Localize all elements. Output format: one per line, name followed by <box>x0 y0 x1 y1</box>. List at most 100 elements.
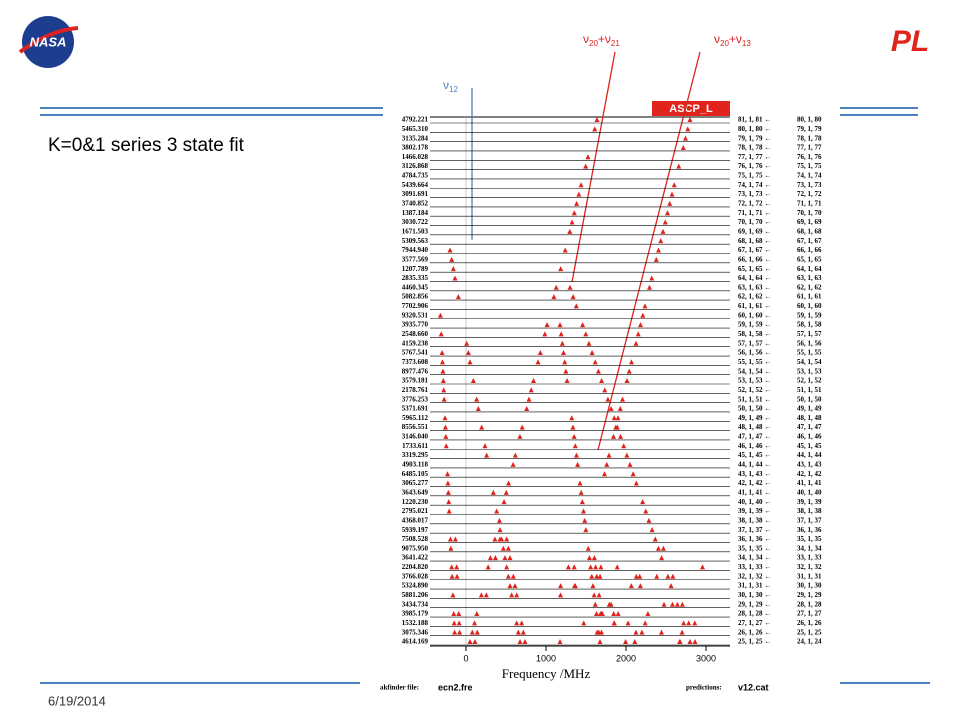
row-lower: 77, 1, 77 <box>797 144 822 152</box>
line-marker <box>445 471 450 477</box>
row-freq: 2835.335 <box>402 274 429 282</box>
line-marker <box>579 499 585 505</box>
row-upper: 33, 1, 33 ← <box>738 563 771 571</box>
row-freq: 5965.112 <box>402 414 428 422</box>
line-marker <box>591 555 597 561</box>
line-marker <box>594 629 600 635</box>
row-lower: 24, 1, 24 <box>797 638 822 646</box>
line-marker <box>647 284 652 290</box>
line-marker <box>633 629 639 635</box>
line-marker <box>524 405 530 411</box>
line-marker <box>456 611 462 617</box>
line-marker <box>586 555 592 561</box>
line-marker <box>602 387 608 393</box>
line-marker <box>669 191 675 197</box>
row-upper: 63, 1, 63 ← <box>738 283 771 291</box>
line-marker <box>450 266 456 272</box>
line-marker <box>617 405 623 411</box>
row-lower: 39, 1, 39 <box>797 498 822 506</box>
line-marker <box>646 517 652 523</box>
row-freq: 4368.017 <box>402 516 429 524</box>
row-freq: 3766.028 <box>402 572 429 580</box>
row-lower: 40, 1, 40 <box>797 488 822 496</box>
line-marker <box>492 555 498 561</box>
line-marker <box>687 117 693 122</box>
slide-title: K=0&1 series 3 state fit <box>48 135 245 156</box>
row-upper: 53, 1, 53 ← <box>738 377 771 385</box>
row-lower: 27, 1, 27 <box>797 610 822 618</box>
nasa-swoosh <box>18 26 79 54</box>
line-marker <box>611 611 617 617</box>
row-upper: 69, 1, 69 ← <box>738 227 771 235</box>
row-freq: 3985.179 <box>402 610 429 618</box>
line-marker <box>679 629 685 635</box>
row-freq: 1207.789 <box>402 265 429 273</box>
row-freq: 2795.021 <box>402 507 429 515</box>
row-upper: 44, 1, 44 ← <box>738 461 771 469</box>
row-upper: 40, 1, 40 ← <box>738 498 771 506</box>
row-freq: 3641.422 <box>402 554 429 562</box>
line-marker <box>470 378 476 383</box>
row-freq: 4784.735 <box>402 172 429 180</box>
line-marker <box>443 433 449 439</box>
line-marker <box>553 284 559 290</box>
line-marker <box>654 573 660 579</box>
row-upper: 35, 1, 35 ← <box>738 544 771 552</box>
line-marker <box>440 368 446 374</box>
annotation-text: +ν <box>598 32 611 46</box>
line-marker <box>487 555 493 561</box>
line-marker <box>507 555 513 561</box>
row-upper: 66, 1, 66 ← <box>738 255 771 263</box>
row-lower: 46, 1, 46 <box>797 433 822 441</box>
row-lower: 32, 1, 32 <box>797 563 822 571</box>
line-marker <box>569 415 575 421</box>
line-marker <box>676 163 682 169</box>
line-marker <box>598 564 604 570</box>
line-marker <box>557 592 563 598</box>
line-marker <box>442 424 448 430</box>
line-marker <box>575 461 581 467</box>
row-freq: 5465.310 <box>402 125 429 133</box>
line-marker <box>598 629 604 635</box>
line-marker <box>649 275 655 281</box>
row-upper: 55, 1, 55 ← <box>738 358 771 366</box>
line-marker <box>454 573 460 579</box>
line-marker <box>526 396 532 402</box>
row-lower: 67, 1, 67 <box>797 237 822 245</box>
line-marker <box>611 620 617 626</box>
row-upper: 54, 1, 54 ← <box>738 367 771 375</box>
nasa-text: NASA <box>30 34 67 49</box>
line-marker <box>567 228 573 234</box>
row-lower: 76, 1, 76 <box>797 153 822 161</box>
row-lower: 62, 1, 62 <box>797 283 822 291</box>
line-marker <box>451 611 457 617</box>
line-marker <box>467 639 473 644</box>
line-marker <box>522 639 528 644</box>
line-marker <box>614 564 620 570</box>
annotation: ν12 <box>443 78 458 94</box>
line-marker <box>517 433 523 439</box>
row-lower: 65, 1, 65 <box>797 255 822 263</box>
line-marker <box>542 331 548 337</box>
line-marker <box>642 620 648 626</box>
line-marker <box>537 350 543 356</box>
row-lower: 38, 1, 38 <box>797 507 822 515</box>
row-lower: 56, 1, 56 <box>797 339 822 347</box>
line-marker <box>572 443 578 449</box>
row-freq: 3319.295 <box>402 451 429 459</box>
row-upper: 39, 1, 39 ← <box>738 507 771 515</box>
annotation-text: ν <box>583 32 589 46</box>
row-lower: 51, 1, 51 <box>797 386 822 394</box>
row-upper: 45, 1, 45 ← <box>738 451 771 459</box>
row-freq: 3030.722 <box>402 218 429 226</box>
line-marker <box>597 639 603 644</box>
line-marker <box>558 331 564 337</box>
row-upper: 34, 1, 34 ← <box>738 554 771 562</box>
series-line <box>597 51 701 451</box>
line-marker <box>665 573 671 579</box>
line-marker <box>440 378 446 383</box>
row-freq: 5767.541 <box>402 349 429 357</box>
line-marker <box>594 573 600 579</box>
line-marker <box>635 331 641 337</box>
row-upper: 41, 1, 41 ← <box>738 488 771 496</box>
